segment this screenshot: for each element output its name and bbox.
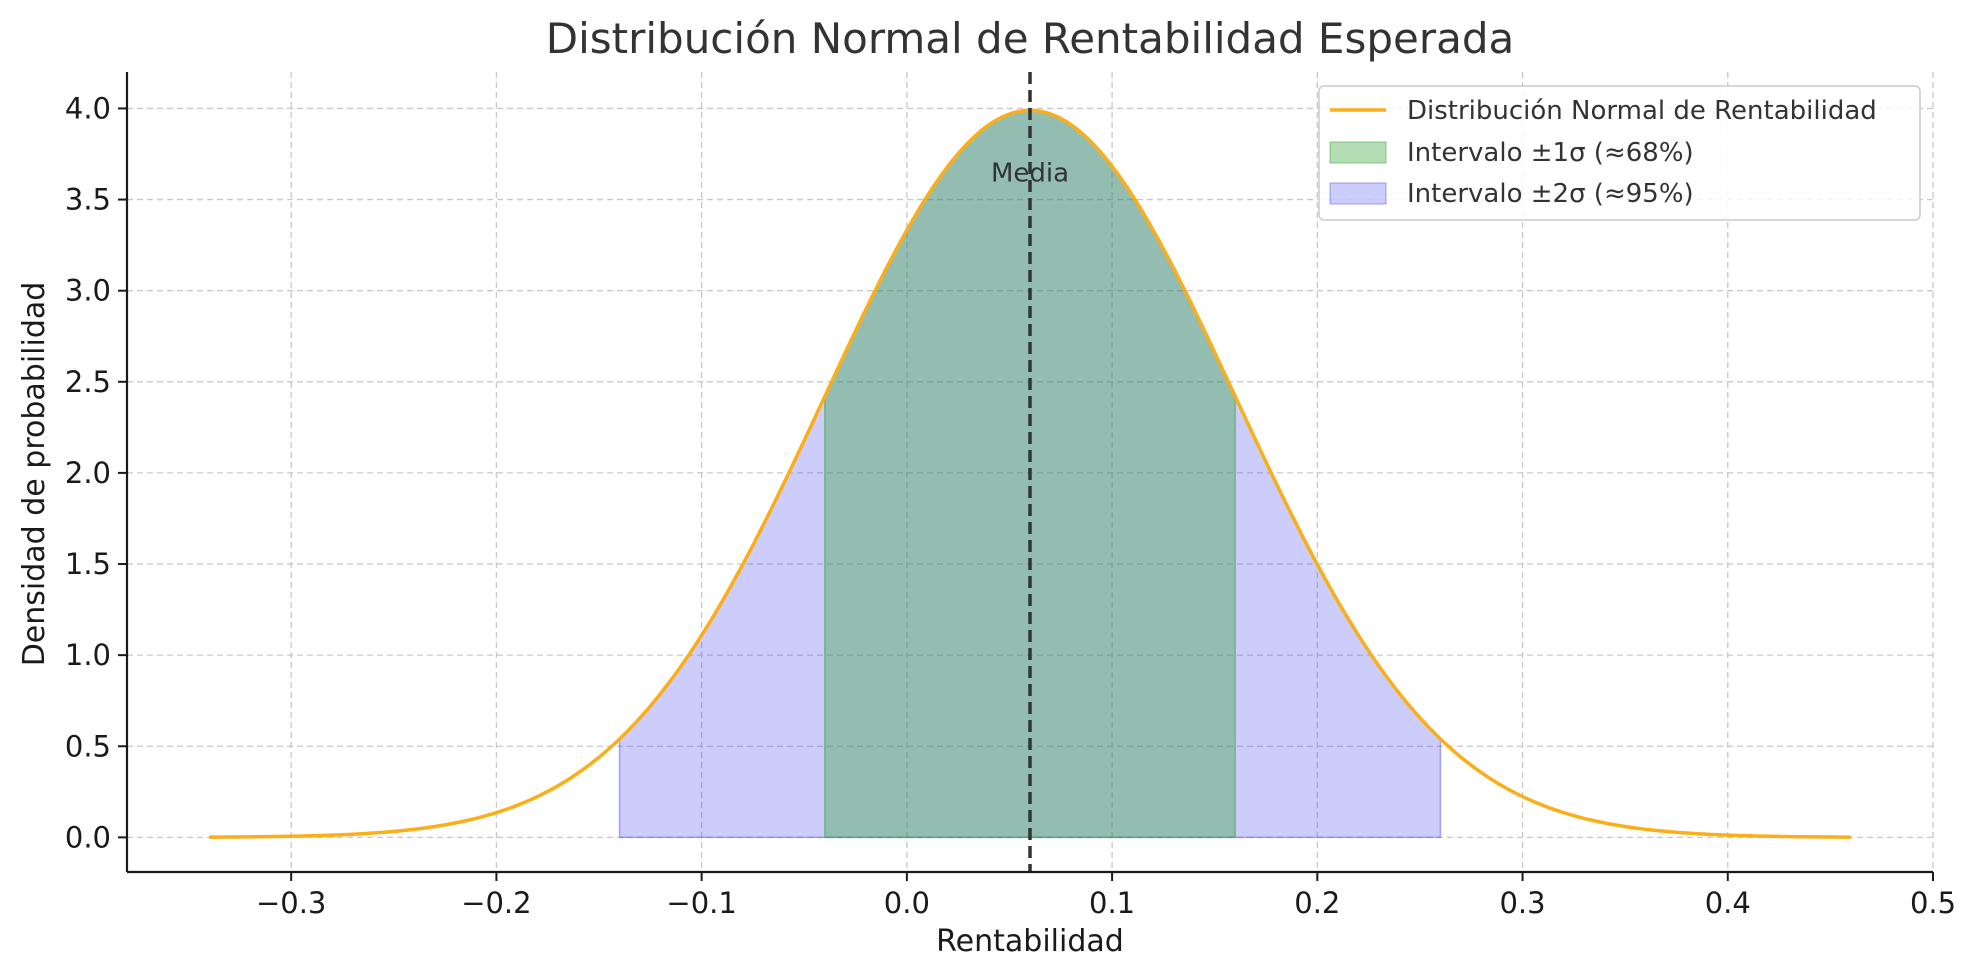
legend-swatch-1sigma (1329, 141, 1387, 164)
legend-label-2sigma: Intervalo ±2σ (≈95%) (1407, 179, 1694, 209)
y-tick-label-7: 3.5 (65, 183, 111, 217)
y-tick-label-5: 2.5 (65, 365, 111, 399)
x-tick-label-4: 0.1 (1089, 886, 1135, 920)
x-tick-label-3: 0.0 (884, 886, 930, 920)
y-tick-label-1: 0.5 (65, 729, 111, 763)
y-tick-label-3: 1.5 (65, 547, 111, 581)
tick-labels: −0.3 −0.2 −0.1 0.0 0.1 0.2 0.3 0.4 0.5 0.0 0.5 1.0 1… (65, 91, 1956, 920)
density-curve-layer (209, 72, 1851, 872)
annotations: Media (991, 158, 1069, 188)
y-tick-label-6: 3.0 (65, 274, 111, 308)
annotation-0: Media (991, 158, 1069, 188)
x-tick-label-7: 0.4 (1705, 886, 1751, 920)
chart-title: Distribución Normal de Rentabilidad Espe… (546, 14, 1515, 63)
y-tick-label-8: 4.0 (65, 91, 111, 125)
y-tick-label-2: 1.0 (65, 638, 111, 672)
y-tick-label-0: 0.0 (65, 820, 111, 854)
legend-label-curve: Distribución Normal de Rentabilidad (1407, 96, 1877, 126)
y-axis-title: Densidad de probabilidad (17, 282, 52, 667)
x-tick-label-6: 0.3 (1499, 886, 1545, 920)
legend: Distribución Normal de Rentabilidad Inte… (1318, 85, 1921, 221)
x-tick-label-2: −0.1 (666, 886, 736, 920)
x-tick-label-5: 0.2 (1294, 886, 1340, 920)
x-tick-label-1: −0.2 (461, 886, 531, 920)
legend-label-1sigma: Intervalo ±1σ (≈68%) (1407, 138, 1694, 168)
x-tick-label-8: 0.5 (1910, 886, 1956, 920)
legend-swatch-2sigma (1329, 182, 1387, 205)
x-axis-title: Rentabilidad (936, 924, 1124, 959)
x-tick-label-0: −0.3 (256, 886, 326, 920)
legend-frame (1318, 85, 1921, 221)
y-tick-label-4: 2.0 (65, 456, 111, 490)
